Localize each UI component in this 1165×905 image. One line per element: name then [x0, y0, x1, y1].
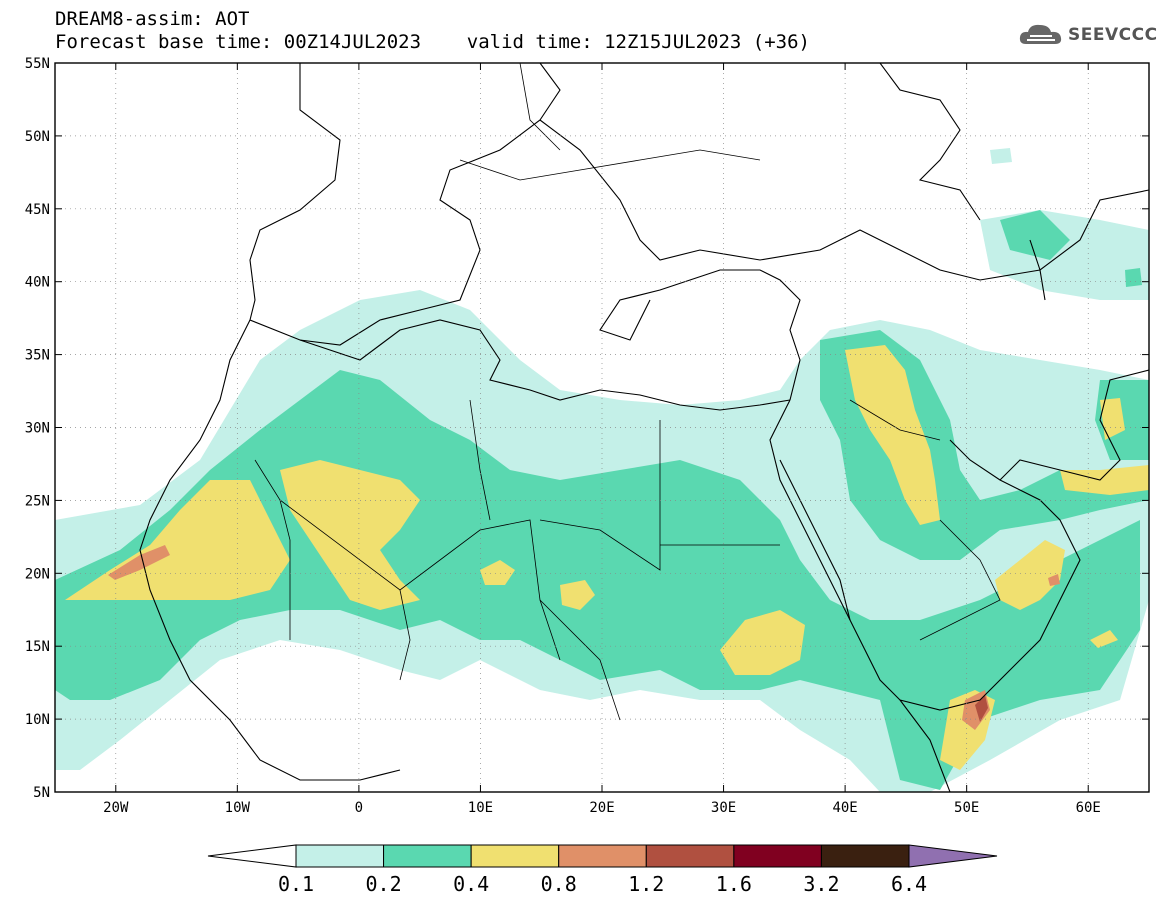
lon-label: 10W [225, 800, 251, 816]
colorbar-label: 1.2 [628, 872, 665, 896]
lat-label: 55N [25, 56, 50, 72]
colorbar-label: 0.2 [365, 872, 402, 896]
colorbar-label: 3.2 [803, 872, 840, 896]
lat-label: 50N [25, 129, 50, 145]
lon-label: 10E [468, 800, 493, 816]
lon-label: 0 [355, 800, 363, 816]
lat-label: 20N [25, 566, 50, 582]
lon-labels: 20W 10W 0 10E 20E 30E 40E 50E 60E [103, 800, 1101, 816]
country-borders [254, 63, 1001, 721]
cloud-icon [1019, 24, 1062, 44]
lat-label: 10N [25, 712, 50, 728]
colorbar-segment [558, 844, 647, 868]
lat-label: 15N [25, 639, 50, 655]
seevccc-logo: SEEVCCC [1018, 22, 1158, 48]
colorbar-segment [820, 844, 910, 868]
lat-label: 30N [25, 421, 50, 437]
lon-label: 20W [103, 800, 129, 816]
lon-label: 50E [954, 800, 979, 816]
colorbar-segment [383, 844, 472, 868]
lat-label: 25N [25, 493, 50, 509]
colorbar [207, 844, 998, 868]
forecast-time-info: Forecast base time: 00Z14JUL2023 valid t… [55, 31, 810, 53]
colorbar-segment [470, 844, 560, 868]
colorbar-segment [645, 844, 735, 868]
lat-labels: 55N 50N 45N 40N 35N 30N 25N 20N 15N 10N 5N [25, 56, 50, 801]
coastlines [139, 63, 1149, 792]
map-title: DREAM8-assim: AOT [55, 8, 250, 30]
lat-label: 35N [25, 348, 50, 364]
aot-level-1.2 [975, 695, 988, 722]
colorbar-segment [733, 844, 822, 868]
colorbar-label: 0.8 [540, 872, 577, 896]
colorbar-label: 0.4 [453, 872, 490, 896]
lon-label: 60E [1076, 800, 1101, 816]
logo-text: SEEVCCC [1068, 25, 1158, 45]
colorbar-label: 0.1 [277, 872, 315, 896]
colorbar-label: 1.6 [715, 872, 752, 896]
colorbar-segment [295, 844, 385, 868]
lon-label: 30E [711, 800, 736, 816]
lat-label: 45N [25, 202, 50, 218]
colorbar-high-arrow [908, 844, 998, 868]
axis-ticks [55, 62, 1149, 793]
colorbar-label: 6.4 [890, 872, 928, 896]
lat-label: 5N [33, 785, 50, 801]
aot-level-0.4 [65, 345, 1149, 770]
lon-label: 20E [589, 800, 614, 816]
lon-label: 40E [832, 800, 857, 816]
colorbar-low-arrow [207, 844, 297, 868]
lat-label: 40N [25, 275, 50, 291]
